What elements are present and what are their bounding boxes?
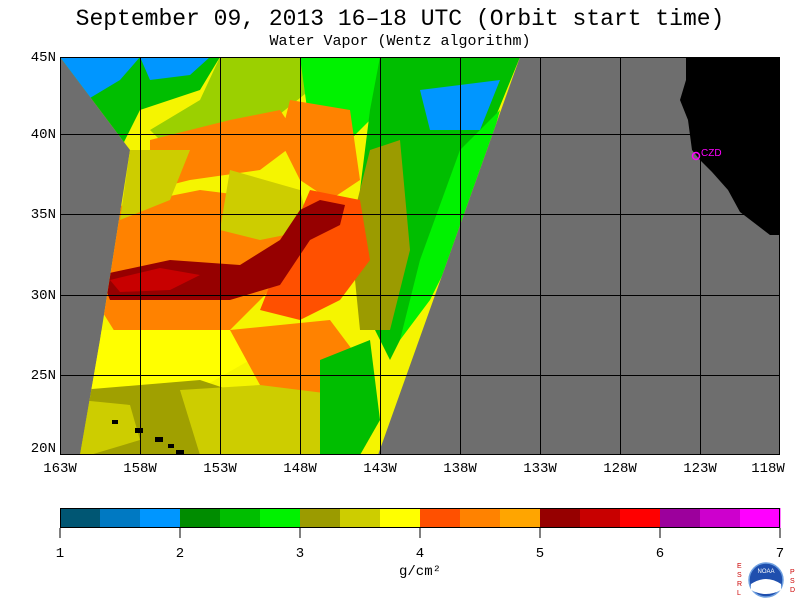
svg-text:E: E [737,563,742,570]
colorbar-segment [420,508,461,528]
lat-label-45n: 45N [30,50,56,66]
colorbar-segment [580,508,621,528]
colorbar-segment [740,508,781,528]
map-grid [60,57,780,455]
svg-text:L: L [737,590,741,597]
colorbar-label-5: 5 [535,546,545,562]
svg-text:S: S [790,578,795,585]
colorbar-segment [340,508,381,528]
colorbar-segment [260,508,301,528]
colorbar-segment [500,508,541,528]
colorbar-segment [140,508,181,528]
colorbar-segment [100,508,141,528]
colorbar-units: g/cm² [398,564,441,580]
colorbar-label-1: 1 [55,546,65,562]
colorbar-segment [660,508,701,528]
land-california [680,57,780,235]
svg-text:D: D [790,587,795,594]
map-border [60,57,780,455]
colorbar-segment [540,508,581,528]
colorbar-label-7: 7 [775,546,785,562]
colorbar-ticks [59,528,781,538]
lat-label-40n: 40N [30,127,56,143]
lon-label-118w: 118W [751,461,785,477]
lon-label-163w: 163W [43,461,77,477]
svg-text:P: P [790,569,795,576]
colorbar-segment [620,508,661,528]
colorbar-label-3: 3 [295,546,305,562]
colorbar-label-2: 2 [175,546,185,562]
lon-label-153w: 153W [203,461,237,477]
noaa-text: NOAA [757,569,774,575]
colorbar-segment [180,508,221,528]
lon-label-148w: 148W [283,461,317,477]
lon-label-158w: 158W [123,461,157,477]
colorbar [60,508,781,528]
colorbar-segment [460,508,501,528]
lon-label-138w: 138W [443,461,477,477]
colorbar-segment [380,508,421,528]
colorbar-label-6: 6 [655,546,665,562]
lon-label-133w: 133W [523,461,557,477]
satellite-swath [60,57,520,455]
colorbar-segment [60,508,101,528]
lon-label-143w: 143W [363,461,397,477]
lat-label-35n: 35N [30,207,56,223]
colorbar-segment [300,508,341,528]
map-subtitle: Water Vapor (Wentz algorithm) [269,33,531,50]
lat-label-20n: 20N [30,441,56,457]
map-title: September 09, 2013 16–18 UTC (Orbit star… [75,6,725,32]
psd-letters: PSD [790,569,795,594]
lon-label-128w: 128W [603,461,637,477]
colorbar-segment [220,508,261,528]
hawaii-islands [112,420,184,455]
colorbar-label-4: 4 [415,546,425,562]
lat-label-30n: 30N [30,288,56,304]
station-marker [691,151,701,161]
lon-label-123w: 123W [683,461,717,477]
station-label: CZD [701,148,722,159]
svg-text:R: R [737,581,742,588]
colorbar-border [60,508,780,528]
colorbar-segment [700,508,741,528]
lat-label-25n: 25N [30,368,56,384]
svg-text:S: S [737,572,742,579]
